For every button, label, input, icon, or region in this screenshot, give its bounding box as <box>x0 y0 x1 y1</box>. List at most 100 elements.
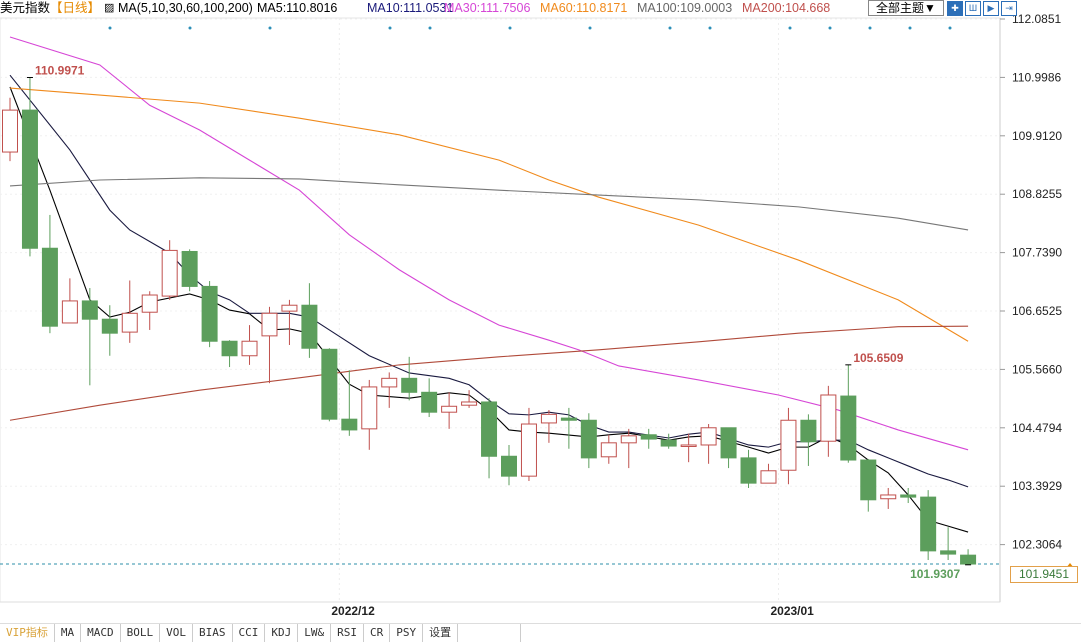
candle[interactable] <box>580 413 597 469</box>
crosshair-icon[interactable]: ✚ <box>947 1 963 16</box>
candle[interactable] <box>740 449 757 488</box>
candle-body-up <box>820 394 837 442</box>
event-marker[interactable] <box>828 26 832 30</box>
candle-body-down <box>341 418 358 431</box>
candle-body-down <box>221 340 238 357</box>
indicator-tab[interactable]: BIAS <box>193 624 233 642</box>
candle[interactable] <box>780 407 797 485</box>
indicator-tab[interactable]: RSI <box>331 624 364 642</box>
candle[interactable] <box>121 280 138 343</box>
candle-body-down <box>81 300 98 320</box>
candle-body-down <box>21 109 38 249</box>
candle[interactable] <box>81 288 98 386</box>
candle[interactable] <box>401 356 418 401</box>
ma30-line <box>9 36 969 451</box>
indicator-tab[interactable]: KDJ <box>265 624 299 642</box>
candle[interactable] <box>940 527 957 561</box>
indicator-tab[interactable]: CR <box>364 624 391 642</box>
period-label[interactable]: 【日线】 <box>50 1 101 15</box>
indicator-tab[interactable]: LW& <box>298 624 332 642</box>
candle[interactable] <box>381 372 398 408</box>
candle[interactable] <box>680 433 697 463</box>
candle[interactable] <box>21 77 38 257</box>
candle[interactable] <box>221 340 238 368</box>
index-title: 美元指数 <box>0 1 51 15</box>
event-marker[interactable] <box>388 26 392 30</box>
event-marker[interactable] <box>908 26 912 30</box>
candle[interactable] <box>101 305 118 356</box>
indicator-tab[interactable]: PSY <box>390 624 424 642</box>
candle[interactable] <box>361 379 378 450</box>
candle[interactable] <box>181 249 198 292</box>
candle[interactable] <box>461 390 478 408</box>
candle[interactable] <box>760 463 777 484</box>
candle[interactable] <box>600 434 617 464</box>
theme-dropdown[interactable]: 全部主题▼ <box>868 0 944 16</box>
candle[interactable] <box>520 407 537 481</box>
candle[interactable] <box>560 407 577 449</box>
candle[interactable] <box>660 433 677 449</box>
event-marker[interactable] <box>588 26 592 30</box>
x-tick-label: 2022/12 <box>331 604 375 618</box>
candle[interactable] <box>281 299 298 346</box>
indicator-tab[interactable]: 设置 <box>423 624 459 642</box>
candle[interactable] <box>201 281 218 348</box>
indicator-tab[interactable]: MACD <box>81 624 121 642</box>
candle-body-up <box>540 413 557 424</box>
candle[interactable] <box>241 325 258 365</box>
indicator-tab[interactable]: MA <box>55 624 82 642</box>
indicator-tab[interactable]: VOL <box>160 624 193 642</box>
end-icon[interactable]: ⇥ <box>1001 1 1017 16</box>
y-tick-label: 102.3064 <box>1012 538 1062 552</box>
candle-body-up <box>461 401 478 406</box>
candle[interactable] <box>820 385 837 457</box>
candle[interactable] <box>321 348 338 422</box>
event-marker[interactable] <box>108 26 112 30</box>
indicator-tab[interactable]: BOLL <box>121 624 161 642</box>
candle[interactable] <box>880 487 897 509</box>
event-marker[interactable] <box>948 26 952 30</box>
candle[interactable] <box>860 458 877 512</box>
candle[interactable] <box>700 424 717 464</box>
candle[interactable] <box>960 549 977 565</box>
candle[interactable] <box>540 410 557 443</box>
zoom-in-icon[interactable]: Ш <box>965 1 981 16</box>
candle[interactable] <box>481 398 498 479</box>
candle[interactable] <box>640 428 657 449</box>
candle[interactable] <box>161 240 178 300</box>
candle-body-down <box>840 395 857 461</box>
event-marker[interactable] <box>428 26 432 30</box>
candle[interactable] <box>840 364 857 463</box>
indicator-tab[interactable]: VIP指标 <box>0 624 55 642</box>
candle[interactable] <box>441 392 458 429</box>
event-marker[interactable] <box>268 26 272 30</box>
candle[interactable] <box>341 370 358 436</box>
candle[interactable] <box>920 490 937 561</box>
event-marker[interactable] <box>788 26 792 30</box>
candle[interactable] <box>2 97 18 162</box>
step-icon[interactable]: ▶ <box>983 1 999 16</box>
candle-body-up <box>880 494 897 500</box>
candle[interactable] <box>301 283 318 358</box>
indicator-tab[interactable]: CCI <box>233 624 266 642</box>
candle[interactable] <box>501 444 517 486</box>
candle[interactable] <box>421 378 438 418</box>
candle-body-down <box>900 494 917 498</box>
event-marker[interactable] <box>188 26 192 30</box>
event-marker[interactable] <box>708 26 712 30</box>
candle-body-down <box>301 304 318 349</box>
candle[interactable] <box>720 427 737 469</box>
candle[interactable] <box>41 214 58 334</box>
candle-body-up <box>121 312 138 333</box>
event-marker[interactable] <box>868 26 872 30</box>
candle[interactable] <box>141 291 158 330</box>
event-marker[interactable] <box>508 26 512 30</box>
candle-body-up <box>760 470 777 484</box>
candlestick-chart[interactable]: 112.0851 110.9986 109.9120 108.8255 107.7390… <box>0 0 1081 623</box>
event-marker[interactable] <box>668 26 672 30</box>
candle[interactable] <box>61 278 78 324</box>
candle[interactable] <box>620 428 637 469</box>
candle[interactable] <box>900 487 917 504</box>
candle[interactable] <box>261 306 278 384</box>
candle[interactable] <box>800 414 817 466</box>
